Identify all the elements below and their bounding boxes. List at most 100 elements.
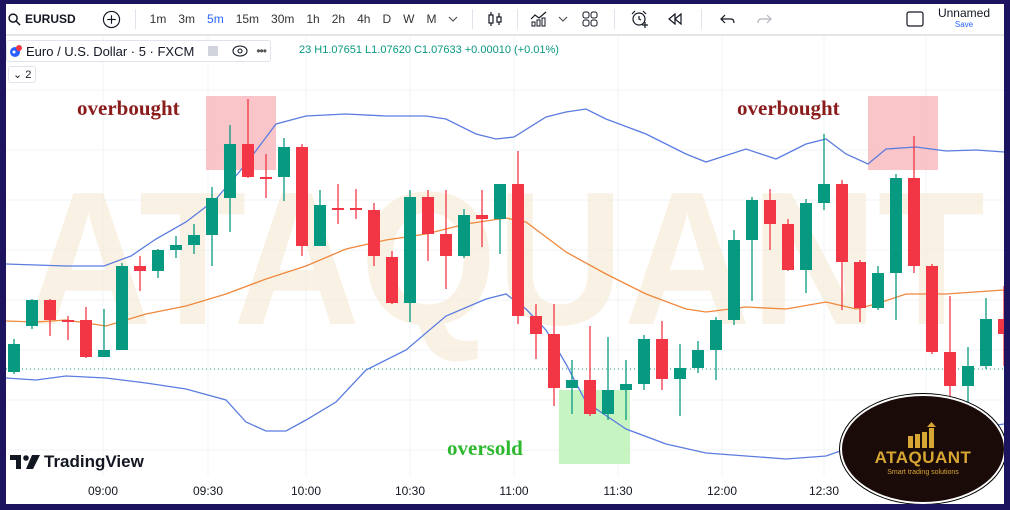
candle-body xyxy=(386,257,398,303)
candles-icon xyxy=(488,12,503,26)
candle-body xyxy=(674,368,686,379)
timeframe-1h[interactable]: 1h xyxy=(306,12,320,26)
rewind-icon xyxy=(668,13,683,25)
candle-body xyxy=(62,320,74,322)
price-chart[interactable]: ATAQUANT xyxy=(6,36,1004,476)
eye-icon[interactable] xyxy=(232,45,248,57)
candle-body xyxy=(548,334,560,388)
top-toolbar: EURUSD 1m 3m 5m 15m 30m 1h 2h 4h D W M xyxy=(6,4,1004,36)
candle-body xyxy=(170,245,182,250)
chart-window: EURUSD 1m 3m 5m 15m 30m 1h 2h 4h D W M xyxy=(6,4,1004,504)
grid-layout-icon xyxy=(582,11,598,27)
time-tick: 11:30 xyxy=(603,484,633,498)
candle-body xyxy=(314,205,326,246)
candle-body xyxy=(80,320,92,357)
redo-icon xyxy=(757,14,773,24)
candle-body xyxy=(998,319,1004,334)
timeframe-2h[interactable]: 2h xyxy=(331,12,346,26)
divider xyxy=(517,9,519,29)
time-tick: 09:30 xyxy=(192,484,224,498)
overbought-zone xyxy=(206,96,276,170)
time-tick: 09:00 xyxy=(87,484,119,498)
timeframe-D[interactable]: D xyxy=(382,12,392,26)
symbol-legend[interactable]: Euro / U.S. Dollar · 5 · FXCM ••• xyxy=(6,40,271,62)
undo-icon xyxy=(720,14,736,24)
bar-chart-arrow-icon xyxy=(908,422,936,448)
chevron-down-icon xyxy=(559,16,568,22)
candle-body xyxy=(854,262,866,308)
chart-type-button[interactable] xyxy=(487,4,503,34)
timeframe-list: 1m 3m 5m 15m 30m 1h 2h 4h D W M xyxy=(144,12,443,26)
timeframe-4h[interactable]: 4h xyxy=(357,12,371,26)
flag-icon[interactable] xyxy=(208,46,219,56)
candle-body xyxy=(116,266,128,350)
symbol-label: EURUSD xyxy=(25,12,76,26)
indicators-dropdown[interactable] xyxy=(558,4,568,34)
overbought-zone xyxy=(868,96,938,170)
candle-body xyxy=(638,339,650,384)
save-link[interactable]: Save xyxy=(954,20,974,29)
candle-body xyxy=(8,344,20,372)
compare-add-button[interactable] xyxy=(102,4,121,34)
timeframe-3m[interactable]: 3m xyxy=(178,12,196,26)
time-tick: 10:00 xyxy=(290,484,322,498)
layout-button[interactable] xyxy=(582,4,598,34)
candle-body xyxy=(458,215,470,256)
candle-body xyxy=(908,178,920,266)
time-tick: 11:00 xyxy=(499,484,529,498)
candle-body xyxy=(278,147,290,177)
symbol-search[interactable]: EURUSD xyxy=(8,4,76,34)
time-axis[interactable]: 09:00 09:30 10:00 10:30 11:00 11:30 12:00 12:30 xyxy=(6,476,1004,504)
divider xyxy=(701,9,703,29)
symbol-title: Euro / U.S. Dollar · 5 · FXCM xyxy=(26,43,195,59)
tradingview-icon xyxy=(10,455,40,469)
candle-body xyxy=(422,197,434,234)
timeframe-15m[interactable]: 15m xyxy=(235,12,260,26)
timeframe-W[interactable]: W xyxy=(403,12,415,26)
ataquant-logo: ATAQUANT Smart trading solutions xyxy=(840,394,1004,504)
tradingview-logo[interactable]: TradingView xyxy=(10,452,144,472)
undo-button[interactable] xyxy=(720,4,736,34)
candle-body xyxy=(584,380,596,414)
redo-button[interactable] xyxy=(756,4,773,34)
candle-body xyxy=(656,339,668,379)
candle-body xyxy=(152,250,164,271)
candle-body xyxy=(962,366,974,386)
layout-name-group[interactable]: Unnamed Save xyxy=(937,6,990,30)
candle-body xyxy=(494,184,506,219)
timeframe-M[interactable]: M xyxy=(426,12,437,26)
replay-button[interactable] xyxy=(667,4,683,34)
time-tick: 12:00 xyxy=(706,484,738,498)
candle-body xyxy=(818,184,830,203)
candle-body xyxy=(710,320,722,350)
candle-body xyxy=(782,224,794,270)
timeframe-dropdown[interactable] xyxy=(448,4,458,34)
layout-name: Unnamed xyxy=(937,6,990,20)
candle-body xyxy=(530,316,542,334)
candle-body xyxy=(44,300,56,320)
candle-body xyxy=(512,184,524,316)
candle-body xyxy=(602,390,614,414)
timeframe-5m[interactable]: 5m xyxy=(207,12,224,26)
candle-body xyxy=(890,178,902,273)
ohlc-values: 23 H1.07651 L1.07620 C1.07633 +0.00010 (… xyxy=(299,44,559,56)
flag-eu-us-icon xyxy=(10,45,22,57)
divider xyxy=(472,9,474,29)
collapse-indicators-button[interactable]: ⌄ 2 xyxy=(8,66,37,83)
timeframe-1m[interactable]: 1m xyxy=(149,12,167,26)
timeframe-30m[interactable]: 30m xyxy=(271,12,295,26)
candle-body xyxy=(404,197,416,303)
lower-bollinger-band xyxy=(6,293,1004,460)
alert-button[interactable] xyxy=(631,4,649,34)
candle-body xyxy=(134,266,146,271)
divider xyxy=(614,9,616,29)
indicators-button[interactable] xyxy=(530,4,548,34)
logo-name: ATAQUANT xyxy=(874,448,972,467)
time-tick: 10:30 xyxy=(394,484,426,498)
time-tick: 12:30 xyxy=(808,484,840,498)
more-icon[interactable]: ••• xyxy=(256,44,267,58)
layout-toggle-button[interactable] xyxy=(906,4,924,34)
overbought-label-right: overbought xyxy=(737,96,840,120)
candle-body xyxy=(98,350,110,357)
candle-body xyxy=(242,144,254,177)
